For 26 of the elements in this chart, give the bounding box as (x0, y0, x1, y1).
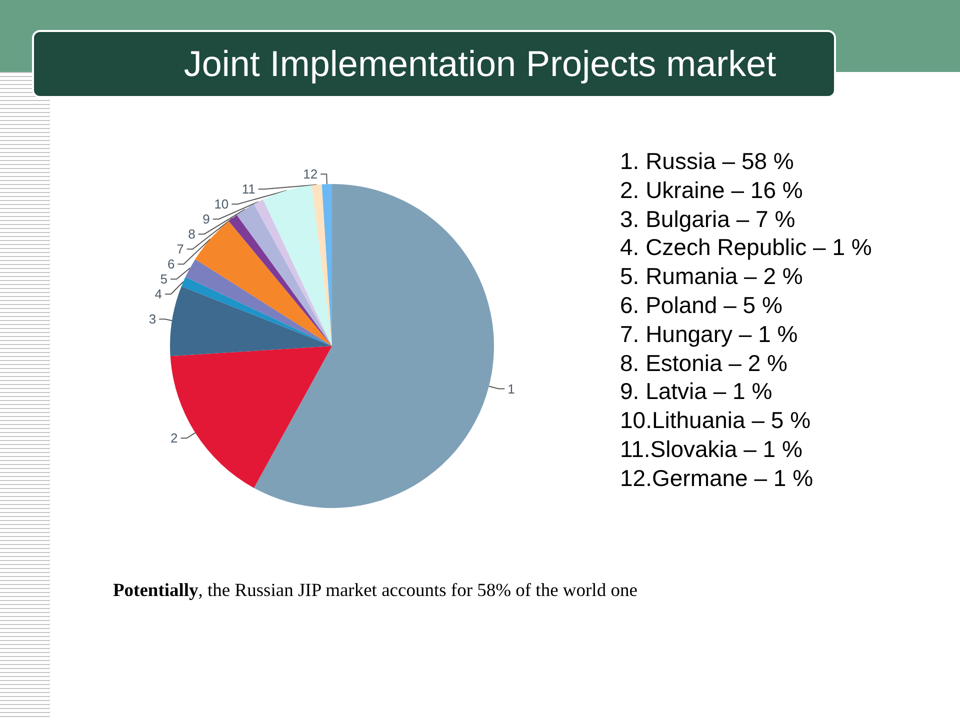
text: 6. Poland – 5 % (620, 290, 784, 320)
text: 12.Germane – 1 % (620, 464, 814, 493)
text: 9. Latvia – 1 % (620, 377, 774, 406)
text: 8. Estonia – 2 % (620, 348, 788, 378)
slice-label: 1 (508, 381, 515, 396)
text: Potentially, the Russian JIP market accounts for 58% of the world one (113, 581, 638, 602)
text: 4. Czech Republic – 1 % (620, 233, 872, 262)
text: 2. Ukraine – 16 % (620, 176, 804, 205)
slice-label: 8 (188, 226, 196, 242)
slice-label: 3 (148, 312, 156, 327)
text: 7. Hungary – 1 % (620, 320, 799, 349)
slice-label: 4 (154, 286, 162, 302)
text: 3. Bulgaria – 7 % (620, 204, 796, 234)
slice-label: 6 (167, 256, 175, 272)
slice-label: 10 (214, 196, 229, 212)
chart-title: Joint Implementation Projects market (182, 42, 778, 86)
text: 10.Lithuania – 5 % (620, 406, 812, 435)
slice-label: 12 (303, 166, 318, 182)
text: 5. Rumania – 2 % (620, 262, 804, 291)
slice-label: 11 (242, 182, 256, 197)
text: 11.Slovakia – 1 % (620, 434, 804, 464)
slice-label: 5 (160, 272, 168, 287)
text: 1. Russia – 58 % (620, 147, 795, 176)
slice-label: 2 (170, 430, 178, 446)
slice-label: 7 (176, 242, 184, 257)
slice-label: 9 (202, 212, 210, 227)
